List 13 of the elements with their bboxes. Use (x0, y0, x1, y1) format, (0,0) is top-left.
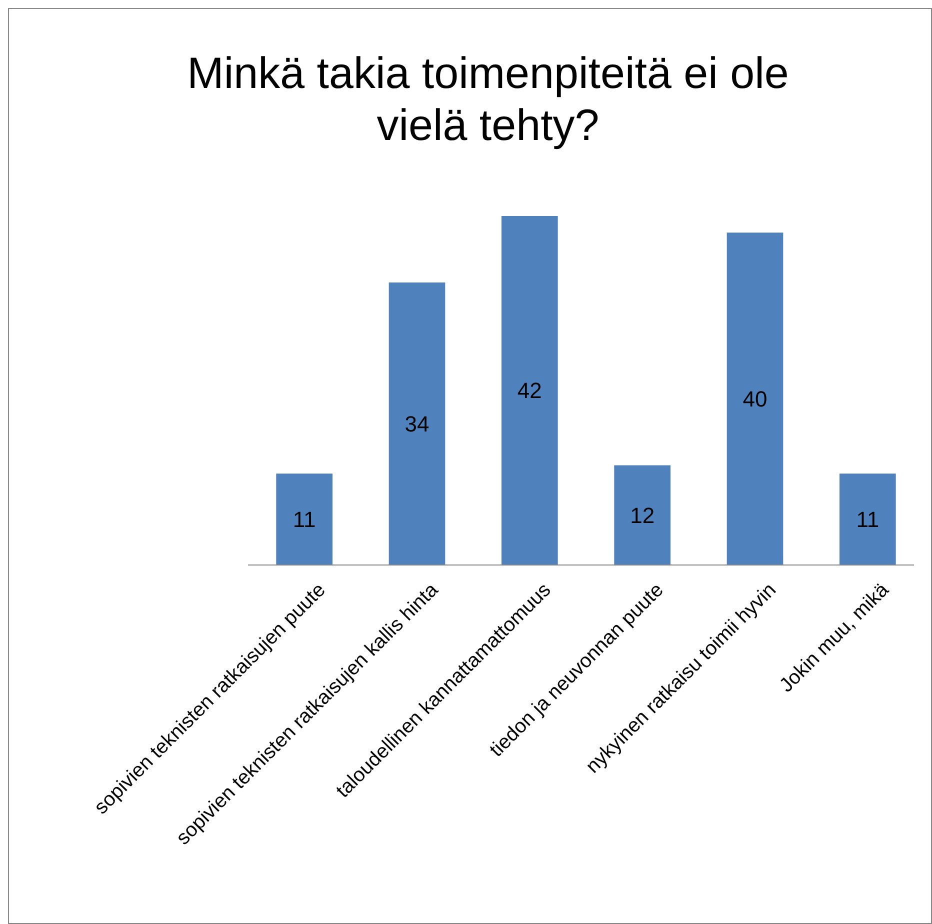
data-label: 11 (292, 507, 316, 532)
data-label: 34 (404, 411, 430, 436)
data-label: 11 (856, 507, 880, 532)
bar (388, 282, 446, 565)
data-label: 12 (630, 502, 655, 528)
data-label: 42 (517, 378, 542, 404)
bar (840, 474, 896, 565)
data-label: 40 (742, 386, 768, 412)
chart-title: Minkä takia toimenpiteitä ei ole vielä tehty? (187, 49, 789, 150)
bar (614, 465, 670, 565)
bar (502, 216, 558, 565)
bar (726, 232, 784, 565)
bar (276, 474, 332, 565)
